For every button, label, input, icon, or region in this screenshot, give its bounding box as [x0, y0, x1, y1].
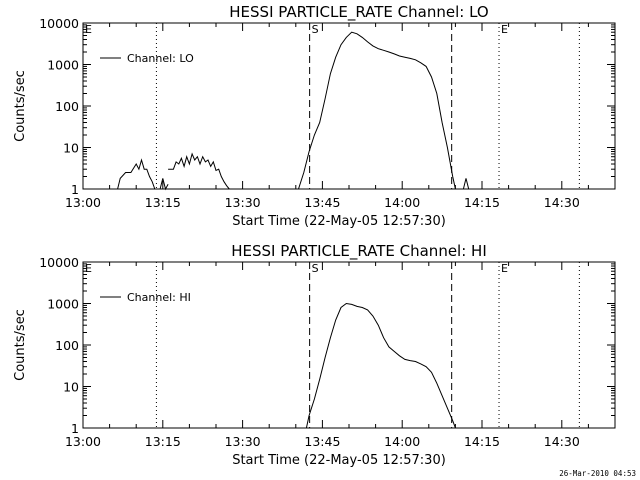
panel2-series-line: [305, 302, 456, 429]
panel1-series-line: [117, 158, 169, 191]
panel1-x-tick-label: 13:30: [225, 195, 261, 210]
panel1-y-tick-label: 100: [55, 99, 79, 114]
panel1-y-tick-label: 1000: [47, 58, 79, 73]
panel1-x-tick-label: 13:00: [65, 195, 101, 210]
panel2-y-tick-label: 100: [55, 338, 79, 353]
generation-timestamp: 26-Mar-2010 04:53: [559, 469, 636, 478]
panel1-marker-label: S: [312, 23, 319, 36]
panel1-y-tick-label: 10000: [39, 16, 79, 31]
panel1-title: HESSI PARTICLE_RATE Channel: LO: [229, 3, 488, 22]
panel2-marker-label: E: [501, 262, 508, 275]
panel1-x-tick-label: 13:45: [304, 195, 340, 210]
panel1-x-tick-label: 14:15: [464, 195, 500, 210]
panel1-marker-label: E: [85, 23, 92, 36]
panel2-x-tick-label: 13:45: [304, 434, 340, 449]
panel2-y-axis-label: Counts/sec: [13, 309, 28, 381]
panel1-y-tick-label: 10: [63, 141, 79, 156]
panel1-legend-label: Channel: LO: [127, 52, 194, 65]
panel1-marker-label: E: [501, 23, 508, 36]
panel2-x-axis-label: Start Time (22-May-05 12:57:30): [232, 453, 446, 468]
panel1-x-tick-label: 14:00: [384, 195, 420, 210]
panel2-marker-label: S: [312, 262, 319, 275]
panel2-y-tick-label: 1: [71, 421, 79, 436]
panel2-legend-label: Channel: HI: [127, 291, 191, 304]
panel2-x-tick-label: 14:15: [464, 434, 500, 449]
panel2-plot-frame: [82, 261, 616, 429]
panel2-x-tick-label: 14:30: [544, 434, 580, 449]
panel1-plot-frame: [82, 22, 616, 190]
panel2-x-tick-label: 13:15: [145, 434, 181, 449]
panel1-y-axis-label: Counts/sec: [13, 70, 28, 142]
panel1-series-line: [168, 152, 230, 190]
panel1-series-line: [298, 31, 456, 190]
panel2-x-tick-label: 13:30: [225, 434, 261, 449]
panel2-marker-label: E: [85, 262, 92, 275]
panel1-x-tick-label: 14:30: [544, 195, 580, 210]
panel2-y-tick-label: 10000: [39, 255, 79, 270]
panel2-x-tick-label: 14:00: [384, 434, 420, 449]
panel2-title: HESSI PARTICLE_RATE Channel: HI: [231, 242, 487, 261]
panel1-x-axis-label: Start Time (22-May-05 12:57:30): [232, 214, 446, 229]
panel2-y-tick-label: 10: [63, 380, 79, 395]
panel2-x-tick-label: 13:00: [65, 434, 101, 449]
panel1-series-line: [462, 178, 470, 190]
panel1-y-tick-label: 1: [71, 182, 79, 197]
panel1-x-tick-label: 13:15: [145, 195, 181, 210]
panel2-y-tick-label: 1000: [47, 297, 79, 312]
